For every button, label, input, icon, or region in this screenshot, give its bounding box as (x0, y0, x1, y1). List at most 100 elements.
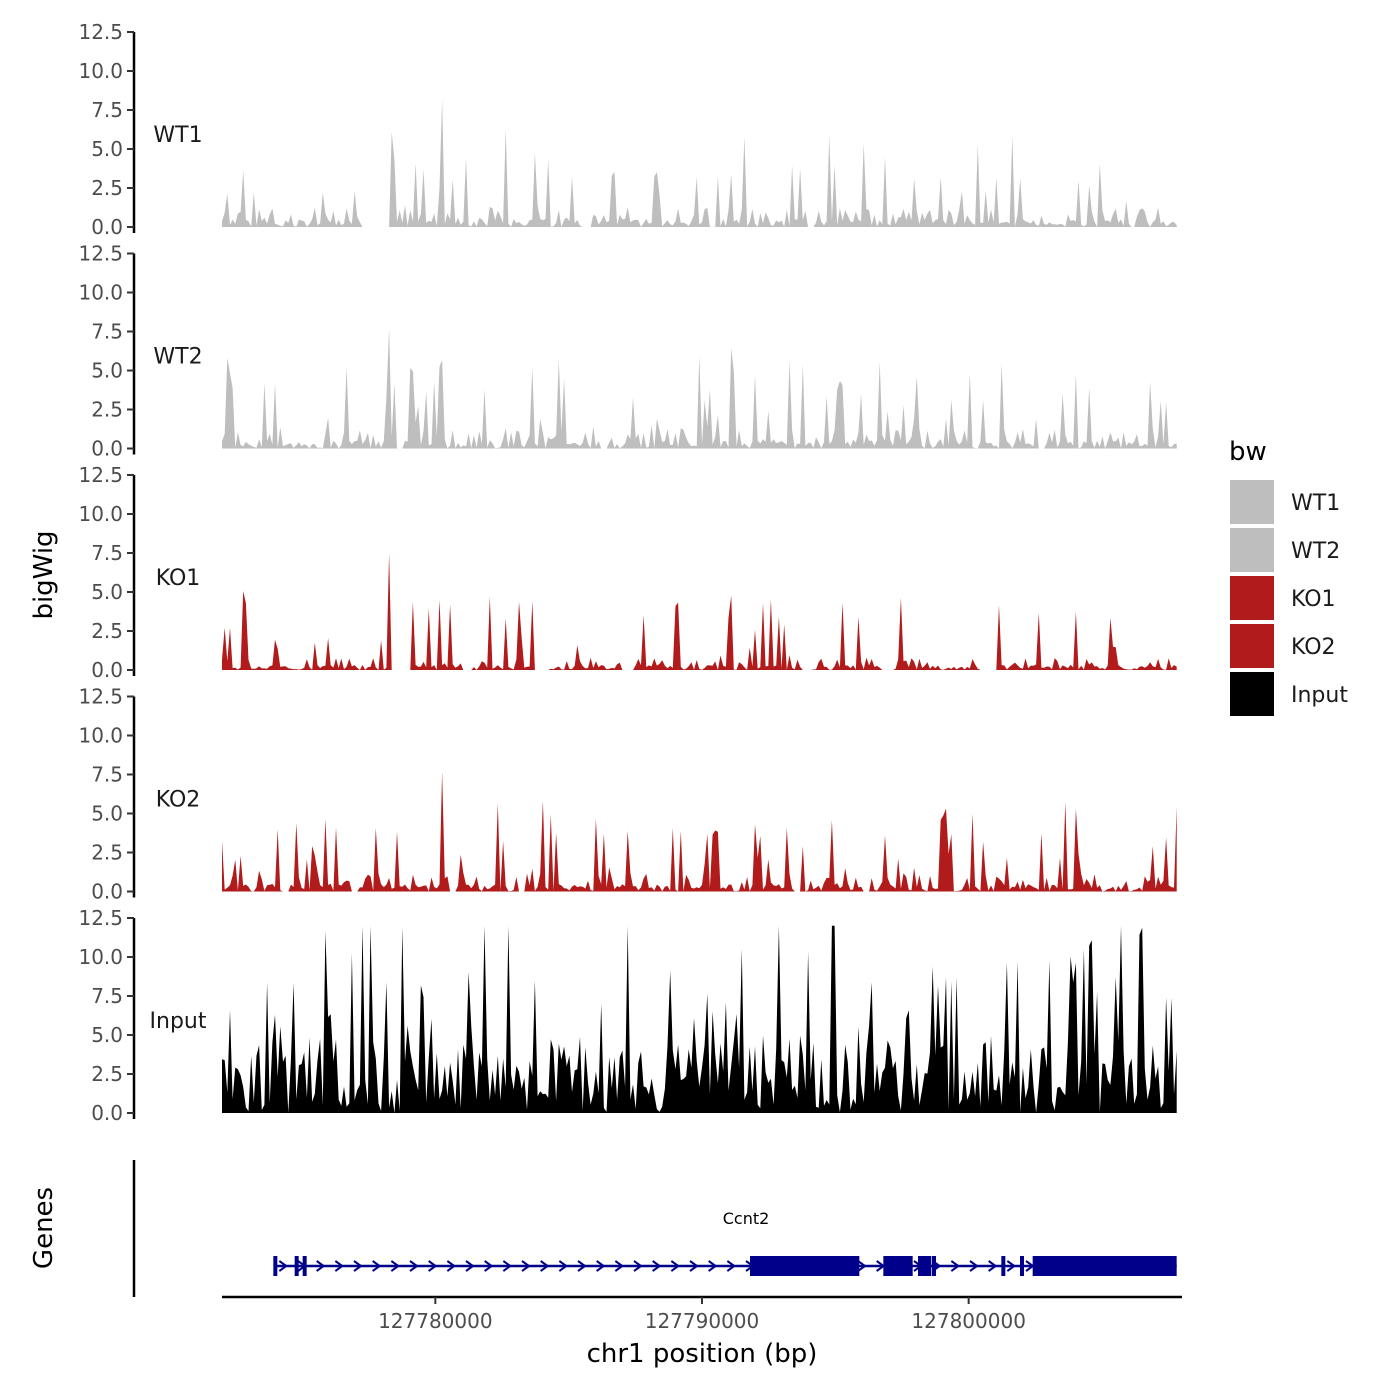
gene-exon (918, 1256, 932, 1276)
track-ko2: 0.0 2.5 5.0 7.5 10.0 12.5 KO2 (78, 685, 1177, 904)
strand-arrow (484, 1260, 494, 1272)
y-tick-label: 12.5 (78, 685, 123, 709)
y-tick-label: 10.0 (78, 502, 123, 526)
y-tick-label: 10.0 (78, 724, 123, 748)
gene-exon-small (1020, 1256, 1024, 1276)
strand-arrow (409, 1260, 419, 1272)
strand-arrow (334, 1260, 345, 1272)
signal-tracks: 0.0 2.5 5.0 7.5 10.0 12.5 WT1 0.0 2.5 5.0 7.5 10.0 1… (78, 20, 1177, 1125)
signal-area-wt1 (222, 99, 1177, 227)
strand-arrow (708, 1260, 718, 1272)
y-tick-label: 7.5 (91, 98, 123, 122)
strand-arrow (857, 1260, 867, 1272)
strand-arrow (633, 1260, 643, 1272)
x-tick-label: 127800000 (911, 1309, 1026, 1333)
legend-label-ko2: KO2 (1291, 635, 1336, 660)
legend-swatch-input (1230, 672, 1274, 716)
strand-arrow (726, 1260, 737, 1272)
strand-arrow (353, 1260, 363, 1272)
strand-arrow (540, 1260, 550, 1272)
signal-area-ko1 (222, 553, 1177, 670)
legend-swatch-ko2 (1230, 624, 1274, 668)
y-tick-label: 5.0 (91, 580, 123, 604)
gene-exon-small (932, 1256, 936, 1276)
y-tick-label: 0.0 (91, 658, 123, 682)
y-tick-label: 2.5 (91, 398, 123, 422)
strand-arrow (596, 1260, 606, 1272)
strand-arrow (969, 1260, 979, 1272)
gene-exon (798, 1256, 860, 1276)
track-label-input: Input (150, 1009, 207, 1034)
strand-arrow (689, 1260, 699, 1272)
track-wt1: 0.0 2.5 5.0 7.5 10.0 12.5 WT1 (78, 20, 1177, 239)
gene-exon-small (302, 1256, 307, 1276)
y-tick-label: 10.0 (78, 59, 123, 83)
y-tick-label: 2.5 (91, 1062, 123, 1086)
y-tick-label: 0.0 (91, 1101, 123, 1125)
signal-area-wt2 (222, 328, 1177, 449)
gene-exon (1134, 1256, 1177, 1276)
signal-area-input (222, 925, 1177, 1113)
y-tick-label: 2.5 (91, 619, 123, 643)
gene-panel: Ccnt2 (132, 1160, 1177, 1297)
strand-arrow (428, 1260, 438, 1272)
strand-arrow (502, 1260, 513, 1272)
y-tick-label: 5.0 (91, 359, 123, 383)
gene-exon (883, 1256, 913, 1276)
legend: bw WT1 WT2 KO1 KO2 Input (1229, 437, 1348, 716)
y-tick-label: 5.0 (91, 802, 123, 826)
gene-exon-small (294, 1256, 299, 1276)
y-tick-label: 2.5 (91, 841, 123, 865)
strand-arrow (372, 1260, 382, 1272)
x-tick-label: 127790000 (645, 1309, 760, 1333)
y-tick-label: 7.5 (91, 320, 123, 344)
y-tick-label: 10.0 (78, 281, 123, 305)
track-label-wt1: WT1 (153, 123, 202, 148)
y-tick-label: 2.5 (91, 176, 123, 200)
legend-label-input: Input (1291, 683, 1348, 708)
strand-arrow (521, 1260, 531, 1272)
y-tick-label: 0.0 (91, 880, 123, 904)
track-label-ko1: KO1 (156, 566, 201, 591)
y-tick-label: 5.0 (91, 1023, 123, 1047)
strand-arrow (390, 1260, 401, 1272)
y-tick-label: 0.0 (91, 215, 123, 239)
x-axis-title: chr1 position (bp) (587, 1339, 818, 1369)
y-tick-label: 12.5 (78, 906, 123, 930)
y-tick-label: 12.5 (78, 463, 123, 487)
x-tick-label: 127780000 (378, 1309, 493, 1333)
signal-area-ko2 (222, 771, 1177, 892)
strand-arrow (577, 1260, 587, 1272)
track-ko1: 0.0 2.5 5.0 7.5 10.0 12.5 KO1 (78, 463, 1177, 682)
y-tick-label: 5.0 (91, 137, 123, 161)
legend-swatch-wt2 (1230, 528, 1274, 572)
y-tick-label: 7.5 (91, 541, 123, 565)
gene-exon-small (1001, 1256, 1006, 1276)
strand-arrow (316, 1260, 326, 1272)
strand-arrow (278, 1260, 289, 1272)
legend-swatch-ko1 (1230, 576, 1274, 620)
strand-arrow (988, 1260, 998, 1272)
y-tick-label: 0.0 (91, 437, 123, 461)
legend-label-ko1: KO1 (1291, 587, 1336, 612)
strand-arrow (652, 1260, 662, 1272)
track-label-wt2: WT2 (153, 345, 202, 370)
y-tick-label: 10.0 (78, 945, 123, 969)
strand-arrow (670, 1260, 681, 1272)
gene-exon (750, 1256, 798, 1276)
track-input: 0.0 2.5 5.0 7.5 10.0 12.5 Input (78, 906, 1177, 1125)
legend-label-wt1: WT1 (1291, 491, 1340, 516)
y-tick-label: 7.5 (91, 984, 123, 1008)
track-label-ko2: KO2 (156, 788, 201, 813)
strand-arrow (1006, 1260, 1017, 1272)
strand-arrow (465, 1260, 475, 1272)
gene-name-label: Ccnt2 (723, 1209, 770, 1228)
legend-title: bw (1229, 437, 1267, 467)
legend-label-wt2: WT2 (1291, 539, 1340, 564)
y-tick-label: 7.5 (91, 763, 123, 787)
y-tick-label: 12.5 (78, 242, 123, 266)
strand-arrow (614, 1260, 625, 1272)
strand-arrow (446, 1260, 457, 1272)
legend-swatch-wt1 (1230, 480, 1274, 524)
